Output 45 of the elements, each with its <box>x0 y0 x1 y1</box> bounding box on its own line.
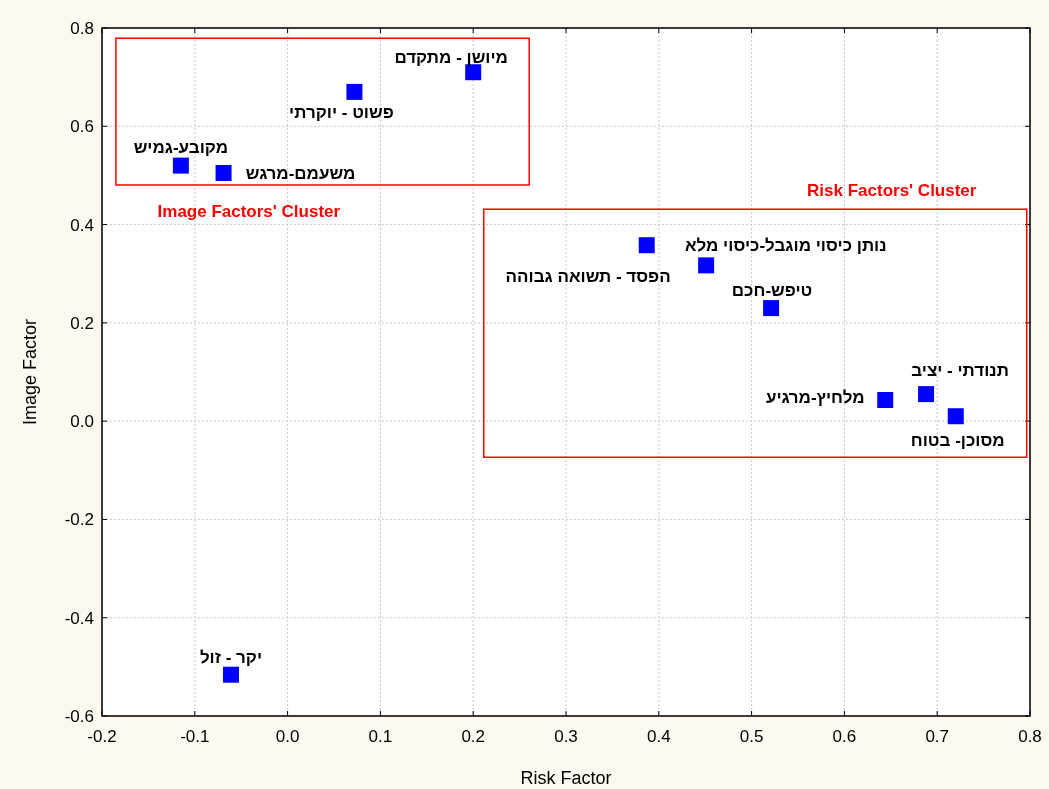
y-tick-label: -0.2 <box>64 510 94 530</box>
y-tick-label: 0.6 <box>70 117 94 137</box>
x-tick-label: 0.1 <box>368 727 393 746</box>
annotation: Risk Factors' Cluster <box>807 181 977 201</box>
x-tick-label: 0.7 <box>925 727 950 746</box>
annotation: מקובע-גמיש <box>133 137 229 157</box>
annotation: מיושן - מתקדם <box>394 48 508 68</box>
y-tick-label: 0.0 <box>70 412 94 432</box>
x-tick-label: -0.1 <box>180 727 210 746</box>
point <box>698 257 715 274</box>
x-tick-label: 0.3 <box>554 727 578 746</box>
point <box>947 408 964 425</box>
point <box>222 666 239 683</box>
annotation: נותן כיסוי מוגבל-כיסוי מלא <box>684 236 887 256</box>
y-axis-title: Image Factor <box>20 318 40 426</box>
annotation: הפסד - תשואה גבוהה <box>505 267 671 287</box>
y-tick-label: 0.2 <box>70 313 94 333</box>
annotation: טיפש-חכם <box>731 281 813 301</box>
point <box>346 83 363 100</box>
annotation: משעמם-מרגש <box>245 163 356 183</box>
annotation: מסוכן- בטוח <box>910 431 1005 451</box>
y-tick-label: 0.4 <box>70 215 94 235</box>
point <box>465 64 482 81</box>
point <box>638 237 655 254</box>
point <box>172 157 189 174</box>
point <box>763 300 780 317</box>
x-tick-label: -0.2 <box>87 727 117 746</box>
annotation: תנודתי - יציב <box>911 361 1009 381</box>
point <box>918 386 935 403</box>
x-tick-label: 0.0 <box>275 727 300 746</box>
x-tick-label: 0.8 <box>1018 727 1042 746</box>
x-tick-label: 0.5 <box>739 727 764 746</box>
x-tick-label: 0.2 <box>461 727 486 746</box>
point <box>877 392 894 409</box>
annotation: יקר - זול <box>199 647 263 667</box>
y-tick-label: -0.6 <box>64 707 94 726</box>
y-tick-label: -0.4 <box>64 608 94 628</box>
x-tick-label: 0.4 <box>646 727 671 746</box>
annotation: פשוט - יוקרתי <box>289 102 394 122</box>
y-tick-label: 0.8 <box>70 19 94 38</box>
annotation: Image Factors' Cluster <box>157 201 341 221</box>
annotation: מלחיץ-מרגיע <box>765 388 865 408</box>
x-axis-title: Risk Factor <box>520 768 612 788</box>
x-tick-label: 0.6 <box>832 727 857 746</box>
point <box>215 164 232 181</box>
